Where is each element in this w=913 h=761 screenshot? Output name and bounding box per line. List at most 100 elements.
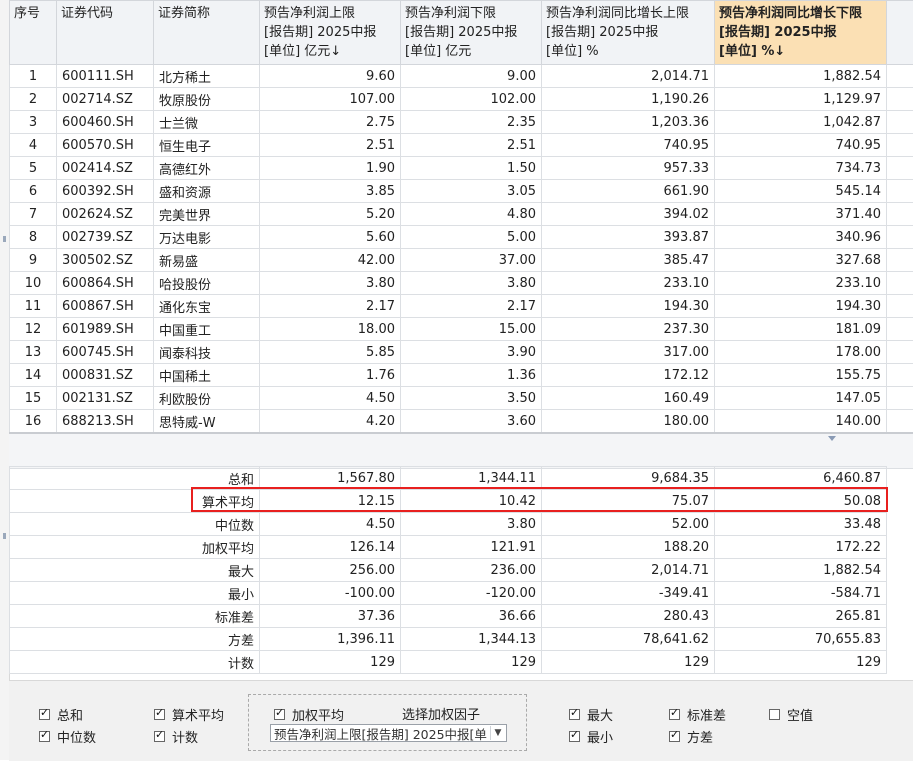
cell-code[interactable]: 600392.SH [57,180,154,203]
cell-profit-lower[interactable]: 2.35 [401,111,542,134]
cell-profit-lower[interactable]: 5.00 [401,226,542,249]
cell-growth-lower[interactable]: 147.05 [715,387,887,410]
cell-seq[interactable]: 7 [10,203,57,226]
cell-name[interactable]: 哈投股份 [154,272,260,295]
cell-name[interactable]: 闻泰科技 [154,341,260,364]
cell-profit-upper[interactable]: 107.00 [260,88,401,111]
cell-growth-lower[interactable]: 181.09 [715,318,887,341]
col-header-profit-upper[interactable]: 预告净利润上限 [报告期] 2025中报 [单位] 亿元↓ [260,1,401,65]
col-header-growth-lower[interactable]: 预告净利润同比增长下限 [报告期] 2025中报 [单位] %↓ [715,1,887,65]
cell-profit-lower[interactable]: 3.05 [401,180,542,203]
cell-growth-lower[interactable]: 194.30 [715,295,887,318]
cell-profit-upper[interactable]: 2.17 [260,295,401,318]
cell-name[interactable]: 新易盛 [154,249,260,272]
cell-name[interactable]: 万达电影 [154,226,260,249]
cell-code[interactable]: 300502.SZ [57,249,154,272]
checkbox-box[interactable] [669,731,680,742]
cell-growth-upper[interactable]: 160.49 [542,387,715,410]
cell-growth-upper[interactable]: 661.90 [542,180,715,203]
cell-profit-upper[interactable]: 18.00 [260,318,401,341]
cell-seq[interactable]: 1 [10,65,57,88]
cell-code[interactable]: 600460.SH [57,111,154,134]
cell-growth-lower[interactable]: 233.10 [715,272,887,295]
cell-name[interactable]: 牧原股份 [154,88,260,111]
cell-seq[interactable]: 14 [10,364,57,387]
cell-profit-upper[interactable]: 4.20 [260,410,401,433]
cell-growth-upper[interactable]: 180.00 [542,410,715,433]
col-header-name[interactable]: 证券简称 [154,1,260,65]
cell-profit-upper[interactable]: 4.50 [260,387,401,410]
cell-seq[interactable]: 12 [10,318,57,341]
cell-growth-upper[interactable]: 1,203.36 [542,111,715,134]
cell-profit-lower[interactable]: 4.80 [401,203,542,226]
cell-growth-lower[interactable]: 140.00 [715,410,887,433]
cell-profit-upper[interactable]: 5.20 [260,203,401,226]
cell-seq[interactable]: 13 [10,341,57,364]
mean-checkbox[interactable]: 算术平均 [154,705,224,724]
cell-code[interactable]: 688213.SH [57,410,154,433]
cell-profit-lower[interactable]: 3.50 [401,387,542,410]
stddev-checkbox[interactable]: 标准差 [669,705,726,724]
cell-profit-lower[interactable]: 2.17 [401,295,542,318]
checkbox-box[interactable] [274,709,285,720]
checkbox-box[interactable] [154,709,165,720]
median-checkbox[interactable]: 中位数 [39,727,96,746]
cell-growth-upper[interactable]: 317.00 [542,341,715,364]
cell-profit-lower[interactable]: 1.36 [401,364,542,387]
cell-profit-upper[interactable]: 3.85 [260,180,401,203]
cell-seq[interactable]: 3 [10,111,57,134]
cell-name[interactable]: 通化东宝 [154,295,260,318]
null-checkbox[interactable]: 空值 [769,705,813,724]
cell-profit-upper[interactable]: 42.00 [260,249,401,272]
cell-growth-upper[interactable]: 385.47 [542,249,715,272]
cell-seq[interactable]: 11 [10,295,57,318]
checkbox-box[interactable] [39,731,50,742]
cell-name[interactable]: 中国稀土 [154,364,260,387]
col-header-growth-upper[interactable]: 预告净利润同比增长上限 [报告期] 2025中报 [单位] % [542,1,715,65]
cell-code[interactable]: 002739.SZ [57,226,154,249]
cell-growth-upper[interactable]: 740.95 [542,134,715,157]
cell-growth-lower[interactable]: 740.95 [715,134,887,157]
cell-name[interactable]: 中国重工 [154,318,260,341]
cell-name[interactable]: 恒生电子 [154,134,260,157]
cell-growth-lower[interactable]: 1,882.54 [715,65,887,88]
cell-growth-lower[interactable]: 340.96 [715,226,887,249]
cell-name[interactable]: 高德红外 [154,157,260,180]
col-header-code[interactable]: 证券代码 [57,1,154,65]
cell-profit-upper[interactable]: 9.60 [260,65,401,88]
section-divider[interactable] [9,432,913,469]
cell-profit-upper[interactable]: 2.75 [260,111,401,134]
cell-seq[interactable]: 10 [10,272,57,295]
cell-code[interactable]: 600570.SH [57,134,154,157]
cell-profit-upper[interactable]: 5.60 [260,226,401,249]
cell-growth-lower[interactable]: 545.14 [715,180,887,203]
cell-growth-lower[interactable]: 155.75 [715,364,887,387]
cell-growth-lower[interactable]: 1,042.87 [715,111,887,134]
cell-code[interactable]: 002714.SZ [57,88,154,111]
cell-name[interactable]: 利欧股份 [154,387,260,410]
cell-seq[interactable]: 4 [10,134,57,157]
cell-growth-lower[interactable]: 178.00 [715,341,887,364]
cell-profit-lower[interactable]: 3.60 [401,410,542,433]
checkbox-box[interactable] [154,731,165,742]
cell-growth-upper[interactable]: 194.30 [542,295,715,318]
weight-factor-select[interactable]: 预告净利润上限[报告期] 2025中报[单 ▼ [270,724,507,742]
min-checkbox[interactable]: 最小 [569,727,613,746]
cell-code[interactable]: 600111.SH [57,65,154,88]
checkbox-box[interactable] [769,709,780,720]
cell-growth-lower[interactable]: 327.68 [715,249,887,272]
cell-growth-upper[interactable]: 172.12 [542,364,715,387]
